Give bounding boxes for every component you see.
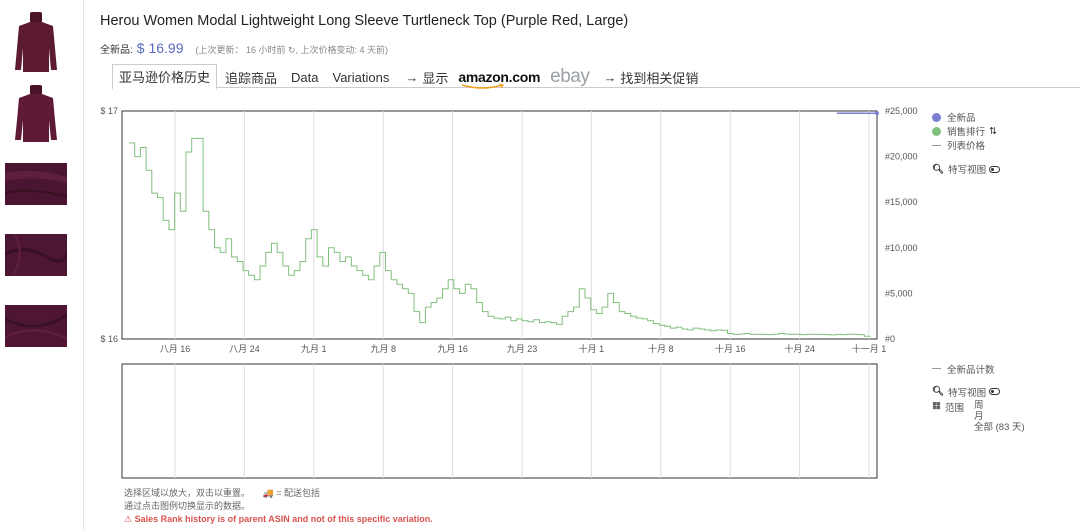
x-tick-label: 八月 24 — [229, 344, 260, 354]
product-image-front[interactable] — [5, 8, 67, 74]
legend-sales-rank-dot — [932, 126, 941, 136]
range-options: 周 月 全部 (83 天) — [974, 400, 1025, 433]
show-label: 显示 — [422, 70, 449, 86]
amazon-link[interactable]: amazon.com — [458, 69, 541, 89]
y-right-tick-label: #10,000 — [885, 243, 918, 253]
tabs-divider — [112, 87, 1080, 88]
footer-truck-note: = 配送包括 — [276, 488, 321, 498]
closeup-label-2: 特写视图 — [948, 387, 987, 399]
chart-footer: 选择区域以放大，双击以重置。 🚚 = 配送包括 通过点击图例切换显示的数据。 ⚠… — [124, 487, 433, 526]
x-tick-label: 十月 16 — [715, 343, 746, 354]
y-right-tick-label: #25,000 — [885, 106, 918, 116]
x-tick-label: 十一月 1 — [852, 343, 887, 354]
update-meta: (上次更新： 16 小时前 ↻, 上次价格变动: 4 天前) — [195, 45, 389, 55]
arrow-right-icon: → — [405, 69, 419, 85]
x-tick-label: 九月 8 — [370, 344, 396, 354]
price-label: 全新品: — [100, 45, 133, 56]
legend-offer-count[interactable]: 全新品计数 — [932, 362, 1025, 376]
closeup-label: 特写视图 — [948, 165, 987, 176]
closeup-toggle[interactable]: 🔍︎ 特写视图 — [932, 162, 1001, 176]
closeup-toggle-2[interactable]: 🔍︎ 特写视图 — [932, 385, 1025, 399]
y-right-tick-label: #5,000 — [885, 288, 913, 298]
sub-chart-plot-area[interactable] — [121, 363, 878, 479]
y-right-tick-label: #15,000 — [885, 197, 918, 207]
footer-warning: ⚠ Sales Rank history is of parent ASIN a… — [124, 514, 433, 524]
range-month[interactable]: 月 — [974, 411, 984, 422]
product-photo-front — [15, 12, 57, 72]
tab-variations[interactable]: Variations — [332, 69, 390, 85]
footer-line1: 选择区域以放大，双击以重置。 🚚 = 配送包括 — [124, 487, 433, 500]
new-price-point — [875, 111, 879, 116]
legend-new[interactable]: 全新品 — [932, 110, 1000, 124]
find-deals-link[interactable]: 找到相关促销 — [620, 70, 699, 86]
tab-bar: 亚马逊价格历史 追踪商品 Data Variations → 显示 amazon… — [112, 64, 706, 90]
offer-count-chart[interactable] — [92, 363, 882, 481]
search-icon: 🔍︎ — [932, 163, 945, 175]
legend-list-price[interactable]: 列表价格 — [932, 138, 1000, 152]
amazon-logo-text: amazon.com — [458, 69, 541, 85]
x-tick-label: 十月 1 — [579, 343, 605, 354]
ebay-link[interactable]: ebay — [550, 66, 590, 87]
chart-plot-area[interactable] — [121, 110, 878, 340]
tab-price-history[interactable]: 亚马逊价格历史 — [112, 64, 218, 90]
sub-chart-legend: 全新品计数 🔍︎ 特写视图 ▦ 范围 周 月 全部 (83 天) — [932, 362, 1025, 433]
price-history-chart[interactable]: 八月 16 八月 24 九月 1 九月 8 九月 16 九月 23 十月 1 十月 8 十月 1… — [92, 100, 932, 364]
product-image-fabric-3[interactable] — [5, 305, 67, 347]
current-price: $ 16.99 — [136, 40, 184, 56]
legend-list-price-label: 列表价格 — [947, 141, 986, 152]
x-tick-label: 九月 1 — [301, 344, 327, 354]
sub-chart-svg[interactable] — [92, 363, 882, 481]
legend-new-label: 全新品 — [947, 113, 976, 124]
search-icon-2: 🔍︎ — [932, 386, 945, 397]
tab-track-product[interactable]: 追踪商品 — [225, 70, 278, 86]
product-image-fabric-2[interactable] — [5, 234, 67, 276]
range-selector: ▦ 范围 周 月 全部 (83 天) — [932, 400, 1025, 433]
toggle-icon[interactable] — [989, 165, 1001, 173]
y-right-tick-label: #0 — [885, 334, 895, 344]
calendar-icon: ▦ — [932, 400, 941, 411]
product-image-fabric-1[interactable] — [5, 163, 67, 205]
chart-legend: 全新品 销售排行 ⇅ 列表价格 🔍︎ 特写视图 — [932, 110, 1001, 176]
footer-line2: 通过点击图例切换显示的数据。 — [124, 501, 251, 511]
footer-zoom-hint: 选择区域以放大，双击以重置。 — [124, 488, 251, 498]
legend-offer-count-line — [932, 368, 941, 369]
sort-icon[interactable]: ⇅ — [989, 125, 997, 137]
legend-new-dot — [932, 112, 941, 122]
y-left-tick-label: $ 17 — [100, 106, 118, 116]
y-left-tick-label: $ 16 — [100, 334, 118, 344]
range-label: 范围 — [944, 403, 964, 414]
legend-offer-count-label: 全新品计数 — [947, 364, 995, 376]
product-photo-back — [15, 85, 57, 142]
product-photo-fabric-3 — [5, 305, 67, 347]
x-tick-label: 十月 24 — [784, 343, 815, 354]
legend-list-price-line — [932, 144, 941, 146]
range-all[interactable]: 全部 (83 天) — [974, 422, 1025, 433]
range-week[interactable]: 周 — [974, 400, 984, 411]
product-image-back[interactable] — [5, 82, 67, 144]
x-tick-label: 八月 16 — [160, 344, 191, 354]
chart-svg[interactable]: 八月 16 八月 24 九月 1 九月 8 九月 16 九月 23 十月 1 十月 8 十月 1… — [92, 100, 932, 364]
x-tick-label: 十月 8 — [648, 343, 674, 354]
x-tick-label: 九月 23 — [507, 344, 538, 354]
legend-sales-rank-label: 销售排行 — [947, 127, 986, 138]
toggle-icon-2[interactable] — [989, 388, 1001, 395]
product-photo-fabric-2 — [5, 234, 67, 276]
truck-icon: 🚚 — [262, 488, 274, 498]
price-summary: 全新品: $ 16.99 (上次更新： 16 小时前 ↻, 上次价格变动: 4 … — [100, 40, 388, 56]
image-gallery — [0, 0, 84, 531]
sales-rank-line — [129, 137, 871, 337]
amazon-smile-icon — [462, 84, 505, 89]
arrow-right-icon-2: → — [603, 69, 617, 85]
x-tick-label: 九月 16 — [437, 344, 468, 354]
product-title: Herou Women Modal Lightweight Long Sleev… — [100, 13, 629, 29]
tab-data[interactable]: Data — [291, 69, 319, 85]
y-right-tick-label: #20,000 — [885, 152, 918, 162]
product-photo-fabric-1 — [5, 163, 67, 205]
legend-sales-rank[interactable]: 销售排行 ⇅ — [932, 124, 1000, 138]
